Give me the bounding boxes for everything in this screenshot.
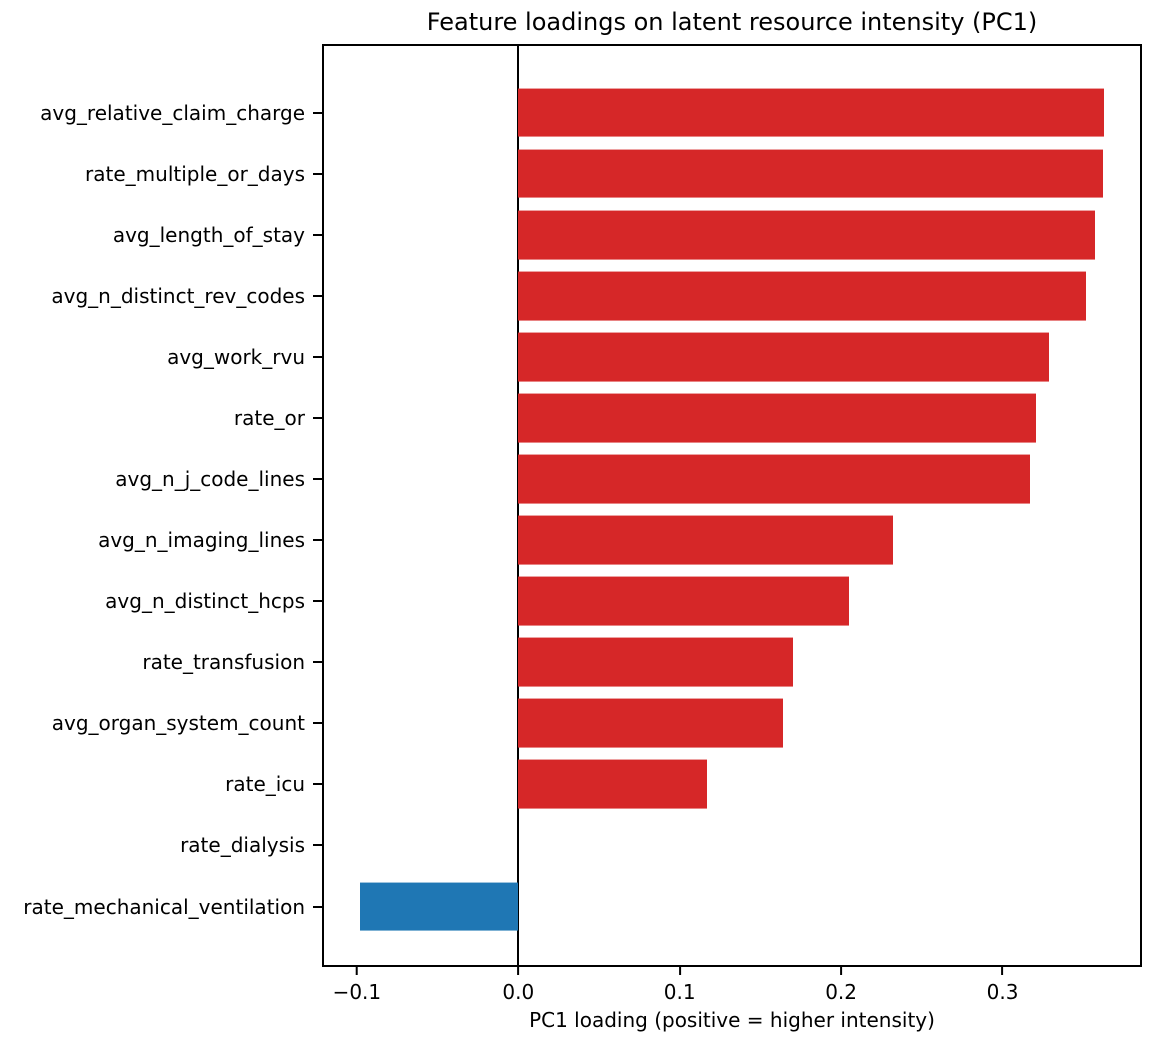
x-tick: 0.3 [986,967,1019,1004]
x-tick-label: −0.1 [332,980,382,1004]
bar-row-rate_icu: rate_icu [225,754,1142,815]
bar-avg_relative_claim_charge [518,88,1105,137]
x-tick-mark [840,967,843,975]
y-tick [313,783,322,786]
bar-avg_work_rvu [518,332,1050,382]
y-tick-label: rate_or [233,405,305,430]
zero-line [517,44,520,967]
bar-row-avg_relative_claim_charge: avg_relative_claim_charge [40,82,1142,143]
bar-avg_length_of_stay [518,210,1095,260]
bar-row-rate_mechanical_ventilation: rate_mechanical_ventilation [23,876,1142,937]
x-tick-label: 0.0 [502,980,535,1004]
y-tick [313,539,322,542]
y-tick [313,844,322,847]
y-tick [313,722,322,725]
x-axis-label: PC1 loading (positive = higher intensity… [529,1008,935,1032]
y-tick-label: avg_work_rvu [167,344,305,369]
bar-row-avg_work_rvu: avg_work_rvu [167,326,1142,387]
bar-row-avg_n_distinct_rev_codes: avg_n_distinct_rev_codes [51,265,1142,326]
bar-row-avg_n_distinct_hcps: avg_n_distinct_hcps [105,571,1142,632]
bar-row-avg_n_imaging_lines: avg_n_imaging_lines [98,510,1142,571]
y-tick-label: avg_organ_system_count [51,711,305,736]
bar-rate_or [518,393,1037,443]
bar-avg_n_j_code_lines [518,454,1030,504]
y-tick [313,233,322,236]
plot-area: avg_relative_claim_charge rate_multiple_o… [23,44,1142,1004]
bar-row-avg_n_j_code_lines: avg_n_j_code_lines [115,448,1142,509]
y-tick-label: rate_mechanical_ventilation [23,894,305,919]
y-tick [313,294,322,297]
y-tick-label: avg_n_distinct_hcps [105,589,305,614]
x-tick: 0.0 [502,967,534,1004]
bar-avg_n_distinct_rev_codes [518,271,1087,321]
bar-avg_organ_system_count [518,698,783,748]
x-tick-mark [678,967,681,975]
y-tick-label: avg_relative_claim_charge [40,100,305,125]
y-tick-label: avg_n_j_code_lines [115,467,305,491]
bar-row-rate_or: rate_or [234,387,1142,448]
x-tick-mark [1001,967,1004,975]
y-tick-label: rate_icu [225,772,305,797]
y-tick [313,172,322,175]
x-tick-label: 0.3 [986,980,1019,1004]
bar-rate_transfusion [518,637,793,687]
chart-title: Feature loadings on latent resource inte… [426,8,1038,36]
x-tick: −0.1 [332,967,382,1004]
bar-rate_multiple_or_days [518,149,1103,199]
x-tick-mark [517,967,520,975]
bar-avg_n_imaging_lines [518,515,893,565]
x-tick: 0.2 [825,967,857,1004]
bars-container: avg_relative_claim_charge rate_multiple_o… [23,44,1142,967]
y-tick [313,905,322,908]
y-tick-label: rate_multiple_or_days [85,161,305,186]
y-tick-label: rate_dialysis [180,833,305,858]
y-tick [313,600,322,603]
y-tick-label: avg_length_of_stay [112,222,305,247]
y-tick-label: avg_n_distinct_rev_codes [51,283,305,308]
y-tick [313,355,322,358]
y-tick-label: avg_n_imaging_lines [98,528,305,553]
x-tick-label: 0.1 [663,980,696,1004]
bar-row-rate_multiple_or_days: rate_multiple_or_days [85,143,1142,204]
bar-avg_n_distinct_hcps [518,576,850,626]
bar-row-rate_dialysis: rate_dialysis [180,815,1142,876]
bar-row-rate_transfusion: rate_transfusion [142,632,1142,693]
bar-row-avg_length_of_stay: avg_length_of_stay [113,204,1142,265]
y-tick-label: rate_transfusion [142,650,305,675]
y-tick [313,478,322,480]
y-tick [313,111,322,114]
x-tick: 0.1 [664,967,696,1004]
bar-rate_icu [518,759,708,809]
x-tick-mark [355,967,358,975]
y-tick [313,661,322,664]
y-tick [313,416,322,419]
bar-rate_mechanical_ventilation [360,882,519,931]
bar-row-avg_organ_system_count: avg_organ_system_count [52,693,1142,754]
x-tick-label: 0.2 [825,980,858,1004]
